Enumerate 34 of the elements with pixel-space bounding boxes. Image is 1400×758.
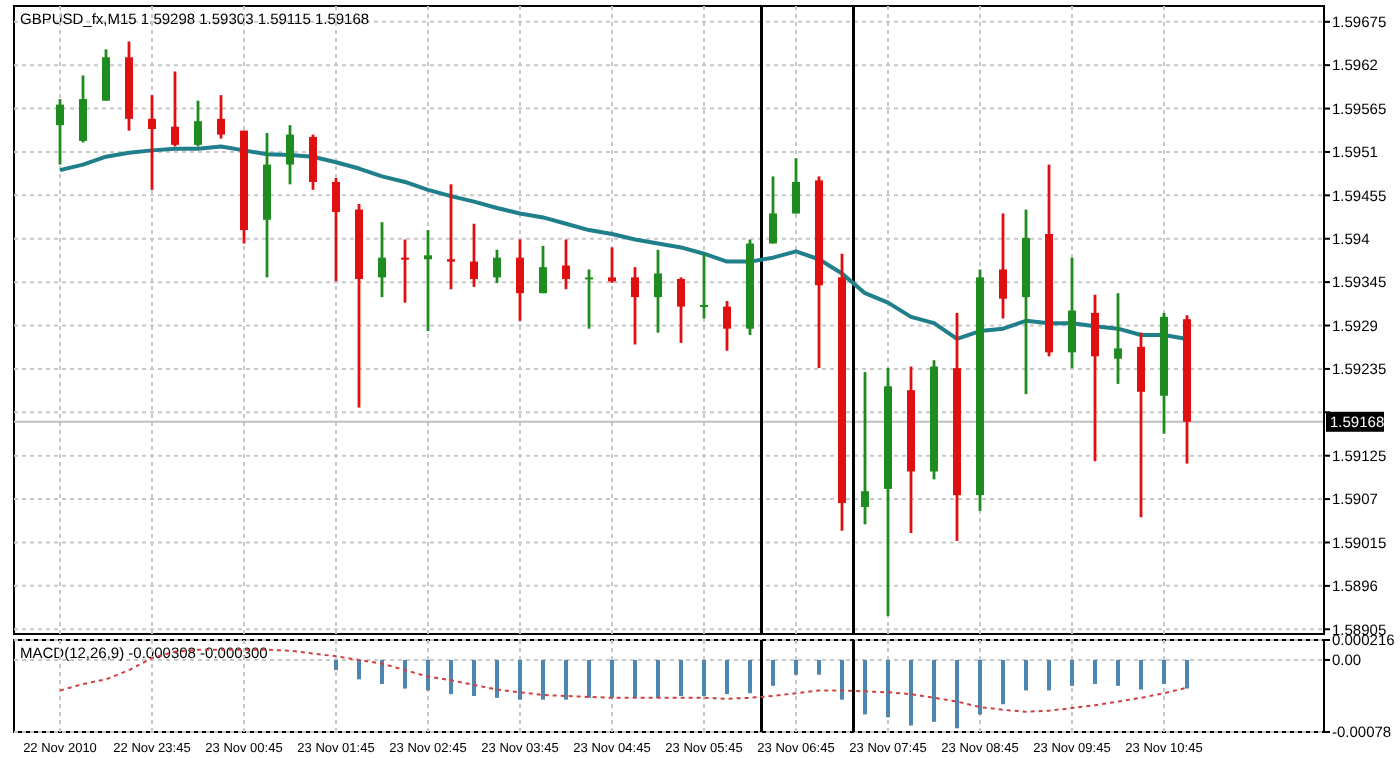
candlestick (631, 265, 639, 346)
candlestick (102, 47, 110, 103)
candlestick (470, 222, 478, 289)
candlestick (332, 176, 340, 283)
candlestick (861, 370, 869, 526)
candlestick (194, 99, 202, 148)
candlestick (56, 97, 64, 166)
candlestick (1068, 256, 1076, 370)
candlestick (493, 248, 501, 285)
candlestick (654, 248, 662, 335)
candlestick (286, 123, 294, 186)
candlestick (792, 156, 800, 215)
candlestick (378, 220, 386, 299)
candlestick (217, 93, 225, 140)
candlestick (171, 70, 179, 148)
candlestick (447, 182, 455, 291)
candlestick (1114, 291, 1122, 386)
candlestick (723, 299, 731, 353)
candlestick (539, 244, 547, 295)
candlestick (79, 74, 87, 144)
candlestick (401, 238, 409, 305)
candlestick (1137, 331, 1145, 519)
candlestick (700, 252, 708, 320)
candlestick (424, 228, 432, 333)
candlestick (769, 175, 777, 245)
candlestick (1091, 293, 1099, 463)
candlestick (562, 238, 570, 291)
candlestick (309, 133, 317, 192)
candlestick (608, 246, 616, 285)
candlestick (585, 268, 593, 331)
candlestick (148, 93, 156, 192)
candlestick (516, 238, 524, 323)
candlestick (677, 276, 685, 345)
candlestick (999, 212, 1007, 320)
